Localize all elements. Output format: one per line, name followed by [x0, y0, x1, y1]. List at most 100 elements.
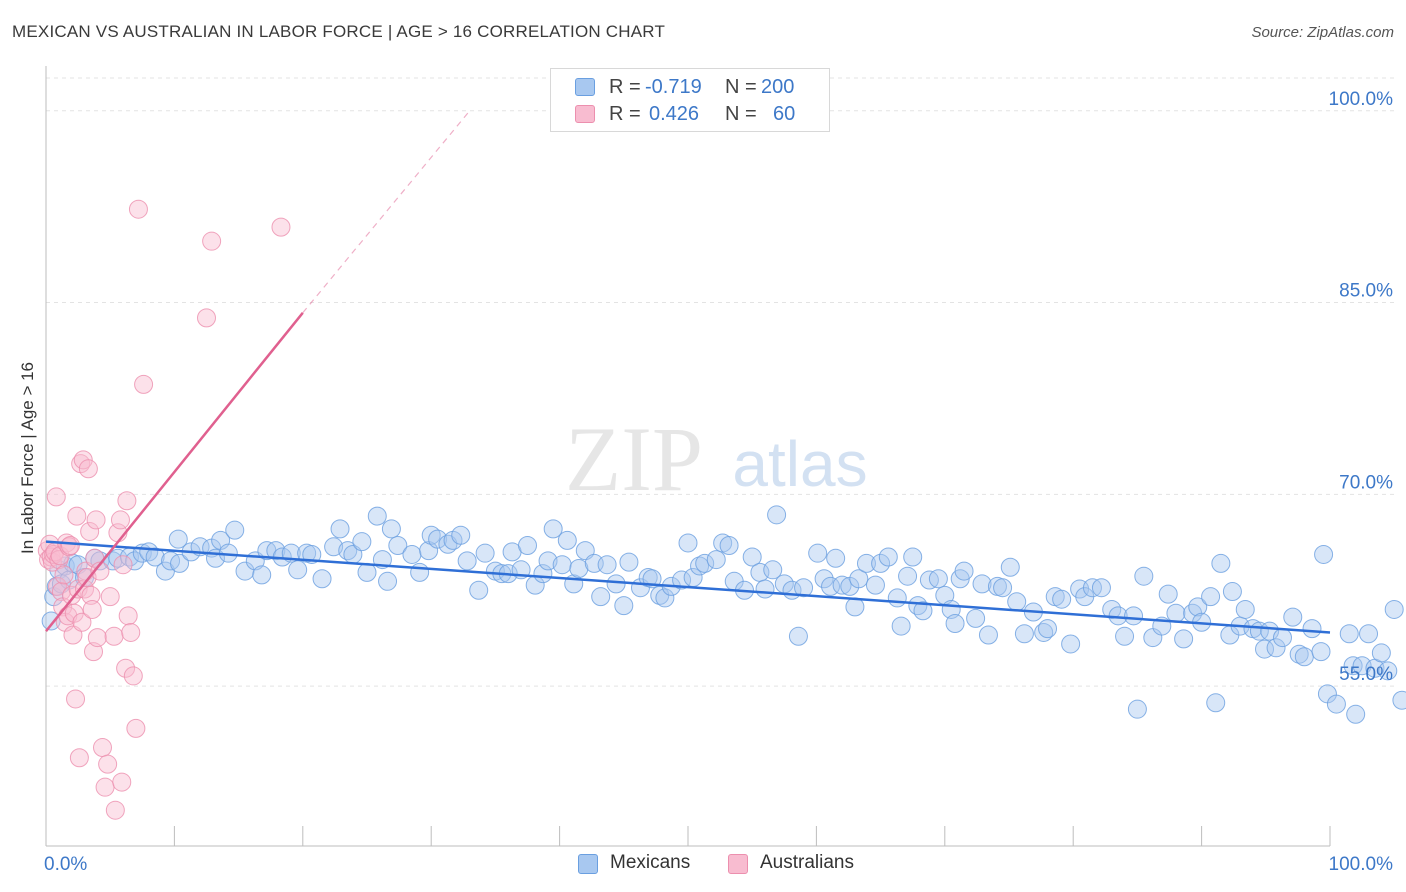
mexicans-point	[324, 537, 344, 557]
australians-point	[67, 506, 87, 526]
mexicans-point	[794, 578, 814, 598]
mexicans-point	[972, 574, 992, 594]
mexicans-point	[1034, 622, 1054, 642]
mexicans-point	[767, 505, 787, 525]
mexicans-point	[619, 552, 639, 572]
australians-point	[48, 576, 68, 596]
mexicans-point	[330, 519, 350, 539]
australians-point	[98, 754, 118, 774]
mexicans-point	[1188, 597, 1208, 617]
legend-n-value: 60	[773, 103, 796, 125]
mexicans-point	[887, 588, 907, 608]
australians-point	[66, 689, 86, 709]
y-tick-label: 70.0%	[1339, 472, 1393, 493]
mexicans-legend-label: Mexicans	[610, 852, 691, 873]
mexicans-point	[1266, 638, 1286, 658]
mexicans-point	[993, 578, 1013, 598]
mexicans-point	[678, 533, 698, 553]
mexicans-point	[1091, 578, 1111, 598]
mexicans-point	[543, 519, 563, 539]
australians-point	[128, 199, 148, 219]
australians-point	[90, 561, 110, 581]
mexicans-point	[338, 541, 358, 561]
mexicans-point	[518, 536, 537, 556]
mexicans-point	[1038, 619, 1058, 639]
correlation-legend: R = -0.719 N = 200 R = 0.426 N = 60	[550, 68, 830, 132]
mexicans-points	[41, 505, 1406, 724]
mexicans-point	[706, 550, 726, 570]
mexicans-point	[878, 547, 898, 567]
trend-lines	[45, 110, 1331, 634]
australians-point	[51, 582, 71, 602]
mexicans-point	[381, 519, 401, 539]
australians-point	[116, 658, 136, 678]
mexicans-point	[457, 551, 477, 571]
mexicans-point	[591, 587, 611, 607]
mexicans-point	[402, 544, 422, 564]
mexicans-point	[655, 588, 675, 608]
australians-point	[72, 612, 92, 632]
mexicans-point	[225, 520, 245, 540]
australians-point	[117, 491, 137, 511]
mexicans-point	[954, 561, 974, 581]
australians-point	[46, 487, 66, 507]
australians-point	[118, 606, 138, 626]
mexicans-point	[755, 579, 775, 599]
australians-point	[69, 748, 89, 768]
australians-trend-line	[45, 312, 304, 632]
australians-point	[271, 217, 291, 237]
australians-point	[92, 738, 112, 758]
mexicans-point	[826, 548, 846, 568]
mexicans-point	[125, 551, 145, 571]
australians-legend-label: Australians	[760, 852, 854, 873]
australians-point	[197, 308, 216, 328]
mexicans-point	[288, 560, 308, 580]
mexicans-point	[1222, 582, 1242, 602]
mexicans-point	[903, 547, 923, 567]
y-tick-label: 85.0%	[1339, 281, 1393, 302]
mexicans-point	[1007, 592, 1027, 612]
mexicans-point	[763, 560, 783, 580]
mexicans-point	[1158, 584, 1178, 604]
mexicans-point	[538, 551, 558, 571]
mexicans-point	[1134, 566, 1154, 586]
mexicans-point	[742, 547, 762, 567]
mexicans-point	[719, 536, 739, 556]
mexicans-point	[865, 575, 885, 595]
axes	[45, 66, 1331, 847]
mexicans-point	[569, 559, 589, 579]
mexicans-point	[475, 543, 495, 563]
legend-n-label: N =	[725, 103, 757, 125]
mexicans-point	[690, 556, 710, 576]
watermark-zip: ZIP	[565, 408, 703, 510]
x-tick-label-max: 100.0%	[1329, 854, 1394, 875]
legend-r-label: R =	[609, 76, 641, 98]
mexicans-point	[378, 571, 398, 591]
mexicans-point	[1174, 629, 1194, 649]
watermark-atlas: atlas	[732, 428, 867, 500]
australians-point	[123, 666, 143, 686]
mexicans-point	[352, 532, 372, 552]
australians-legend-swatch	[728, 854, 748, 874]
legend-r-label: R =	[609, 103, 641, 125]
mexicans-point	[1014, 624, 1034, 644]
mexicans-point	[312, 569, 332, 589]
mexicans-point	[557, 530, 577, 550]
mexicans-point	[849, 569, 869, 589]
mexicans-point	[908, 596, 928, 616]
legend-r-value: -0.719	[645, 76, 702, 98]
mexicans-point	[1289, 644, 1309, 664]
mexicans-point	[898, 566, 918, 586]
mexicans-point	[451, 525, 471, 545]
australians-point	[134, 374, 154, 394]
australians-point	[54, 565, 74, 585]
mexicans-point	[1115, 626, 1135, 646]
x-tick-label-min: 0.0%	[44, 854, 87, 875]
mexicans-point	[1211, 553, 1231, 573]
mexicans-point	[832, 575, 852, 595]
mexicans-point	[966, 608, 986, 628]
mexicans-point	[1359, 624, 1379, 644]
australians-point	[110, 510, 130, 530]
mexicans-point	[1052, 589, 1072, 609]
mexicans-point	[145, 547, 165, 567]
